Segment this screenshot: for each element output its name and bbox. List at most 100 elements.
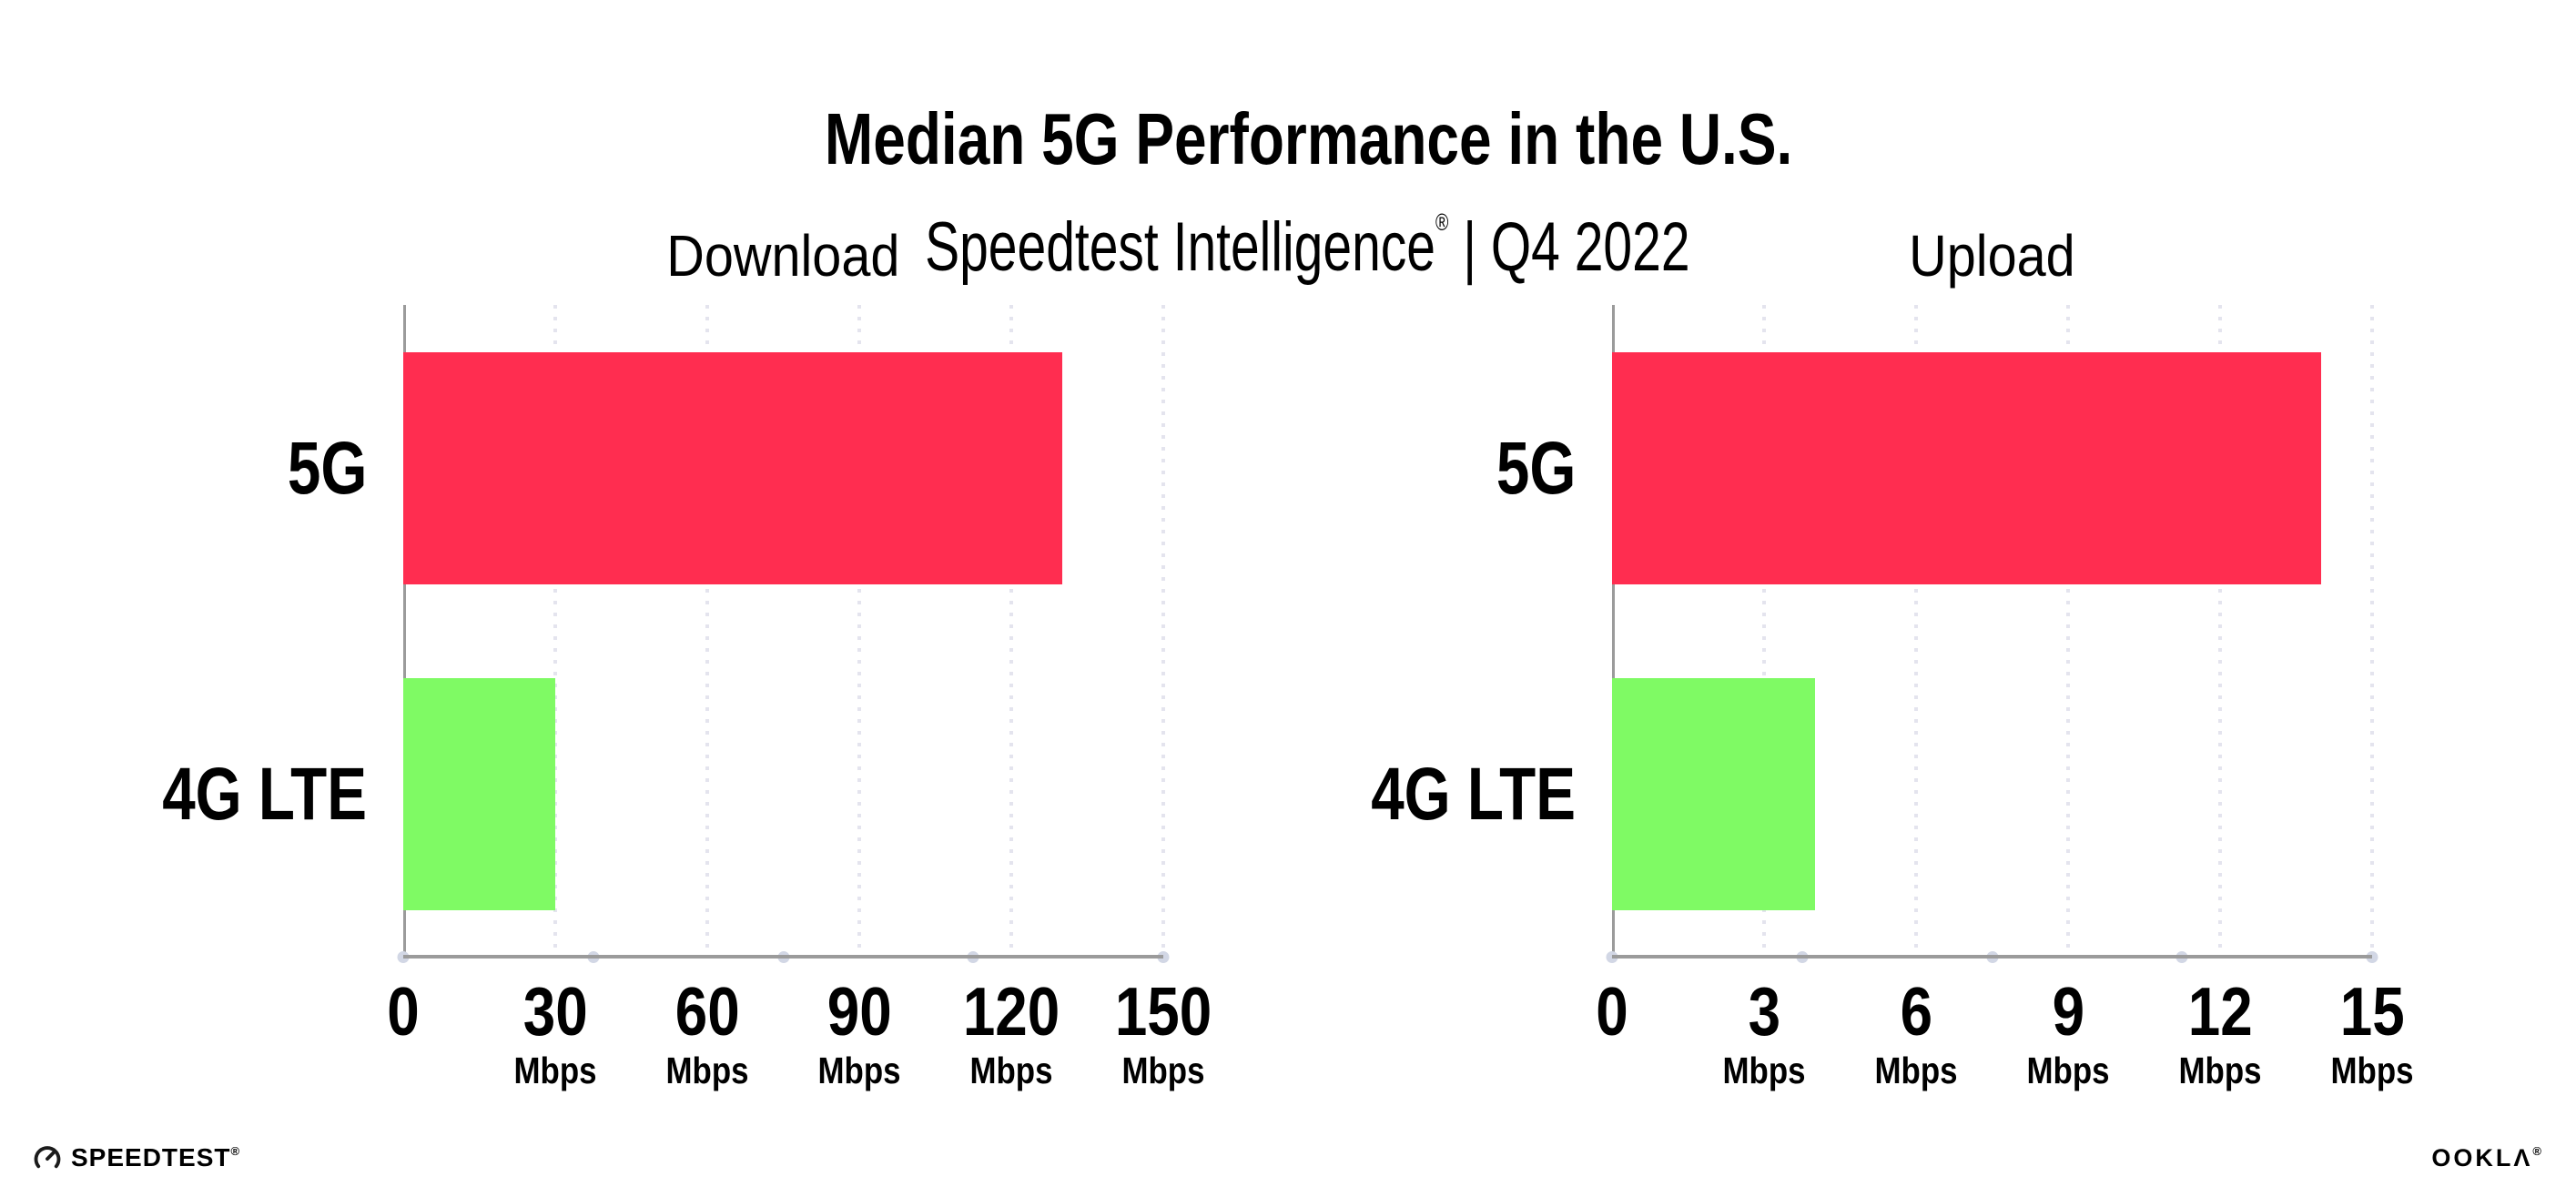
chart-download: Download 5G 4G LTE 0 30 Mbps 60 Mbps 90 Mbps 120… (162, 221, 1212, 1102)
tick-unit: Mbps (658, 1050, 756, 1091)
tick-label-15: 15 Mbps (2323, 975, 2420, 1091)
bar-5g-download (403, 352, 1062, 584)
subtitle-period: | Q4 2022 (1448, 208, 1690, 286)
ookla-logo: OOKLΛ® (2431, 1144, 2544, 1172)
category-label-5g: 5G (170, 352, 367, 584)
category-label-text: 5G (1496, 426, 1576, 510)
tick-label-12: 12 Mbps (2171, 975, 2268, 1091)
bar-4g-lte-upload (1612, 678, 1815, 910)
category-label-text: 4G LTE (1371, 752, 1576, 836)
chart-title-download-text: Download (666, 223, 900, 289)
gridline-30-mbps (553, 305, 557, 957)
ookla-wordmark: OOKLΛ® (2431, 1144, 2544, 1172)
tick-value-text: 150 (1114, 973, 1212, 1050)
tick-value: 60 (658, 975, 756, 1048)
gridline-15-mbps (2370, 305, 2374, 957)
tick-value: 30 (506, 975, 603, 1048)
tick-value-text: 0 (387, 973, 420, 1050)
axis-dot (2366, 951, 2378, 963)
page-subtitle: Speedtest Intelligence® | Q4 2022 (0, 91, 2576, 291)
gridline-9-mbps (2066, 305, 2070, 957)
tick-label-6: 6 Mbps (1867, 975, 1964, 1091)
chart-title-upload: Upload (1612, 221, 2372, 305)
gridline-3-mbps (1762, 305, 1766, 957)
tick-unit-text: Mbps (969, 1050, 1053, 1091)
tick-value: 3 (1715, 975, 1812, 1048)
category-label-text: 4G LTE (162, 752, 367, 836)
bar-5g-upload (1612, 352, 2322, 584)
gridline-6-mbps (1914, 305, 1918, 957)
speedtest-logo: SPEEDTEST® (32, 1142, 240, 1173)
tick-value-text: 90 (827, 973, 892, 1050)
gridline-90-mbps (857, 305, 861, 957)
y-axis-line (403, 305, 406, 957)
tick-unit-text: Mbps (2330, 1050, 2414, 1091)
tick-value: 12 (2171, 975, 2268, 1048)
tick-label-60: 60 Mbps (658, 975, 756, 1091)
tick-value-text: 3 (1748, 973, 1780, 1050)
tick-unit: Mbps (2019, 1050, 2116, 1091)
category-label-5g: 5G (1379, 352, 1576, 584)
page-title: Median 5G Performance in the U.S. (0, 5, 2576, 184)
tick-value-text: 9 (2052, 973, 2084, 1050)
tick-unit: Mbps (1867, 1050, 1964, 1091)
tick-unit-text: Mbps (2178, 1050, 2262, 1091)
tick-label-9: 9 Mbps (2019, 975, 2116, 1091)
speedtest-wordmark-text: SPEEDTEST (71, 1143, 231, 1172)
speedtest-registered-mark: ® (230, 1144, 241, 1158)
tick-value: 9 (2019, 975, 2116, 1048)
tick-unit: Mbps (1715, 1050, 1812, 1091)
tick-value: 0 (384, 975, 422, 1048)
tick-label-90: 90 Mbps (810, 975, 908, 1091)
tick-label-0: 0 (384, 975, 422, 1048)
tick-label-120: 120 Mbps (954, 975, 1068, 1091)
tick-unit: Mbps (1106, 1050, 1220, 1091)
x-axis-ticks-download: 0 30 Mbps 60 Mbps 90 Mbps 120 Mbps 150 Mbps (387, 957, 1212, 1102)
registered-mark: ® (1435, 208, 1449, 236)
tick-unit: Mbps (2323, 1050, 2420, 1091)
tick-unit-text: Mbps (665, 1050, 749, 1091)
tick-unit: Mbps (506, 1050, 603, 1091)
tick-label-0: 0 (1593, 975, 1631, 1048)
footer: SPEEDTEST® OOKLΛ® (32, 1138, 2544, 1178)
tick-value: 120 (954, 975, 1068, 1048)
speedtest-gauge-icon (34, 1146, 61, 1169)
tick-value-text: 6 (1900, 973, 1932, 1050)
chart-body-download: 5G 4G LTE (162, 305, 1170, 963)
ookla-wordmark-text: OOKLΛ (2431, 1143, 2533, 1172)
chart-title-upload-text: Upload (1909, 223, 2075, 289)
tick-value-text: 30 (522, 973, 588, 1050)
category-labels-upload: 5G 4G LTE (1371, 305, 1612, 957)
tick-unit: Mbps (954, 1050, 1068, 1091)
tick-unit-text: Mbps (1722, 1050, 1806, 1091)
speedtest-wordmark: SPEEDTEST® (71, 1143, 240, 1172)
chart-body-upload: 5G 4G LTE (1371, 305, 2378, 963)
gridline-60-mbps (705, 305, 709, 957)
subtitle-inner: Speedtest Intelligence® | Q4 2022 (925, 178, 1689, 291)
page-title-text: Median 5G Performance in the U.S. (824, 98, 1792, 179)
tick-value-text: 120 (962, 973, 1060, 1050)
tick-value: 0 (1593, 975, 1631, 1048)
tick-unit: Mbps (810, 1050, 908, 1091)
category-label-4g-lte: 4G LTE (162, 678, 367, 910)
gridline-150-mbps (1161, 305, 1165, 957)
tick-label-150: 150 Mbps (1106, 975, 1220, 1091)
tick-value-text: 12 (2187, 973, 2253, 1050)
tick-label-3: 3 Mbps (1715, 975, 1812, 1091)
tick-unit-text: Mbps (1121, 1050, 1205, 1091)
category-label-4g-lte: 4G LTE (1371, 678, 1576, 910)
tick-unit-text: Mbps (2026, 1050, 2110, 1091)
plot-area-upload (1606, 305, 2378, 963)
tick-value-text: 60 (674, 973, 740, 1050)
tick-value: 15 (2323, 975, 2420, 1048)
x-axis-ticks-upload: 0 3 Mbps 6 Mbps 9 Mbps 12 Mbps 15 Mbps (1596, 957, 2413, 1102)
chart-upload: Upload 5G 4G LTE 0 3 Mbps 6 Mbps 9 Mbps 12 Mbps 15… (1371, 221, 2413, 1102)
ookla-registered-mark: ® (2532, 1143, 2544, 1158)
tick-label-30: 30 Mbps (506, 975, 603, 1091)
y-axis-line (1612, 305, 1615, 957)
tick-value-text: 0 (1596, 973, 1628, 1050)
chart-title-download: Download (403, 221, 1163, 305)
bar-4g-lte-download (403, 678, 555, 910)
axis-dot (1157, 951, 1170, 963)
tick-unit-text: Mbps (817, 1050, 901, 1091)
